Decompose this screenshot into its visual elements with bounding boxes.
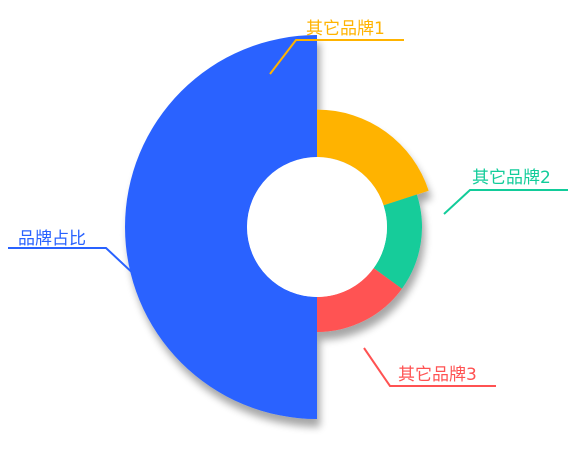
- slice-label-2: 其它品牌1: [306, 19, 385, 39]
- leader-line-4: [363, 347, 496, 387]
- labels-group: 品牌占比 其它品牌1 其它品牌2 其它品牌3: [8, 19, 568, 387]
- slices-group: [125, 35, 429, 419]
- slice-3[interactable]: [373, 194, 422, 289]
- slice-1[interactable]: [125, 35, 317, 419]
- slice-2[interactable]: [317, 109, 429, 206]
- leader-line-1: [8, 247, 139, 279]
- slice-label-1: 品牌占比: [18, 229, 86, 249]
- leader-line-2: [269, 39, 404, 75]
- slice-label-3: 其它品牌2: [472, 168, 551, 188]
- slice-label-4: 其它品牌3: [398, 365, 477, 385]
- slice-4[interactable]: [317, 268, 402, 332]
- leader-line-3: [443, 189, 568, 215]
- center-hole: [247, 157, 387, 297]
